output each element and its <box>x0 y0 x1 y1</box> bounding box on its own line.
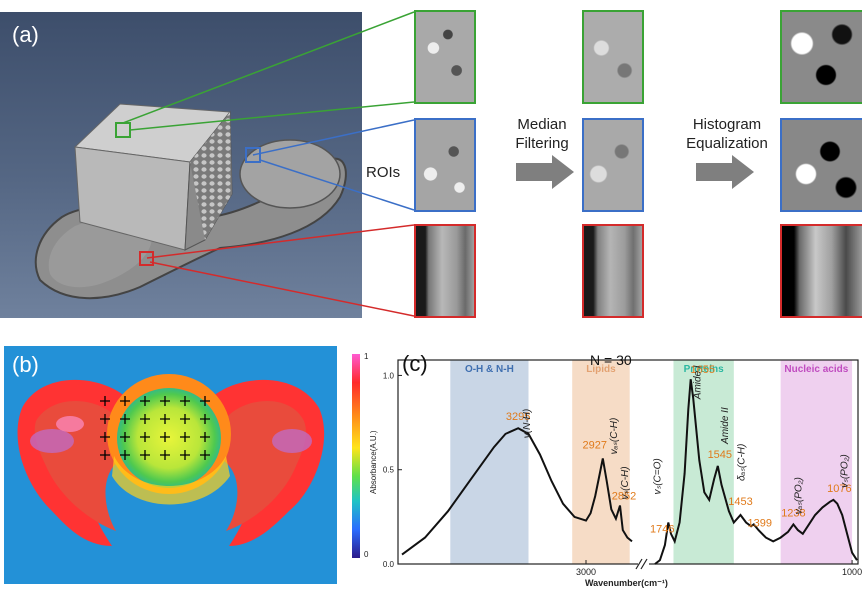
roi-tile-red-median <box>582 224 644 318</box>
absorbance-heatmap <box>4 346 337 584</box>
peak-assignment-1453: δₐₛ(C-H) <box>736 444 747 481</box>
panel-c-label: (c) <box>402 351 428 376</box>
roi-connectors <box>122 11 415 317</box>
band-1 <box>572 360 630 564</box>
peak-label-1746: 1746 <box>650 524 674 536</box>
y-tick-label-0: 0.0 <box>383 560 395 569</box>
peak-label-1545: 1545 <box>708 449 732 461</box>
median-filtering-line2: Filtering <box>515 135 569 152</box>
rois-label: ROIs <box>366 164 401 181</box>
band-label-0: O-H & N-H <box>465 364 514 375</box>
median-filtering-line1: Median <box>517 116 567 133</box>
y-tick-label-1: 0.5 <box>383 466 395 475</box>
band-label-2: Proteins <box>684 364 724 375</box>
panel-a-label: (a) <box>12 22 39 47</box>
absorbance-colorbar <box>352 354 360 558</box>
histogram-equalization-line1: Histogram <box>692 116 762 133</box>
peak-assignment-1238: vₐₛ(PO₂) <box>793 477 804 514</box>
peak-assignment-1076: vₛ(PO₂) <box>839 454 850 488</box>
roi-tile-blue-raw <box>414 118 476 212</box>
roi-tile-blue-equalized <box>780 118 862 212</box>
histogram-equalization-line2: Equalization <box>686 135 768 152</box>
band-label-3: Nucleic acids <box>784 364 848 375</box>
roi-marker-blue <box>245 147 261 163</box>
roi-tile-blue-median <box>582 118 644 212</box>
peak-label-3295: 3295 <box>506 411 530 423</box>
peak-assignment-1655: Amide I <box>693 365 704 400</box>
histogram-equalization-arrow-icon <box>696 155 754 189</box>
colorbar-max-tick: 1 <box>364 352 369 361</box>
spectrum-line-high <box>401 427 633 556</box>
y-tick-label-2: 1.0 <box>383 371 395 380</box>
roi-tile-green-equalized <box>780 10 862 104</box>
band-0 <box>450 360 529 564</box>
peak-assignment-3295: v(N-H) <box>522 409 533 438</box>
ftir-spectrum-chart: O-H & N-H Lipids Proteins Nucleic acids 0.0 0… <box>383 359 862 577</box>
peak-label-1453: 1453 <box>728 496 752 508</box>
peak-assignment-1746: vₛ(C=O) <box>652 458 663 494</box>
peak-label-2927: 2927 <box>583 439 607 451</box>
band-3 <box>780 360 853 564</box>
band-label-1: Lipids <box>586 364 616 375</box>
plot-frame <box>397 359 859 565</box>
peak-assignment-2852: vₛ(C-H) <box>620 466 631 499</box>
roi-tile-green-raw <box>414 10 476 104</box>
sample-count-label: N = 30 <box>590 352 632 368</box>
tissue-volume-render <box>34 103 347 300</box>
roi-tile-red-raw <box>414 224 476 318</box>
colorbar-min-tick: 0 <box>364 550 369 559</box>
x-axis-label: Wavenumber(cm⁻¹) <box>585 578 668 588</box>
panel-b-label: (b) <box>12 352 39 377</box>
peak-label-1238: 1238 <box>781 507 805 519</box>
x-tick-label-0: 3000 <box>576 567 596 577</box>
peak-label-1076: 1076 <box>827 483 851 495</box>
peak-assignment-1545: Amide II <box>720 407 731 445</box>
axis-break-icon <box>635 558 648 570</box>
peak-label-1655: 1655 <box>690 364 714 376</box>
peak-label-2852: 2852 <box>612 491 636 503</box>
spectrum-line-low <box>654 379 858 565</box>
heatmap-image <box>4 346 337 584</box>
roi-marker-red <box>139 251 154 266</box>
median-filtering-arrow-icon <box>516 155 574 189</box>
roi-tile-green-median <box>582 10 644 104</box>
band-2 <box>673 360 734 564</box>
histogram-equalization-label: Histogram Equalization <box>674 115 780 153</box>
x-tick-label-1: 1000 <box>842 567 862 577</box>
peak-assignment-2927: vₐₛ(C-H) <box>609 418 620 455</box>
peak-label-1399: 1399 <box>748 517 772 529</box>
sampling-grid-crosses <box>100 396 210 460</box>
median-filtering-label: Median Filtering <box>506 115 578 153</box>
roi-tile-red-equalized <box>780 224 862 318</box>
